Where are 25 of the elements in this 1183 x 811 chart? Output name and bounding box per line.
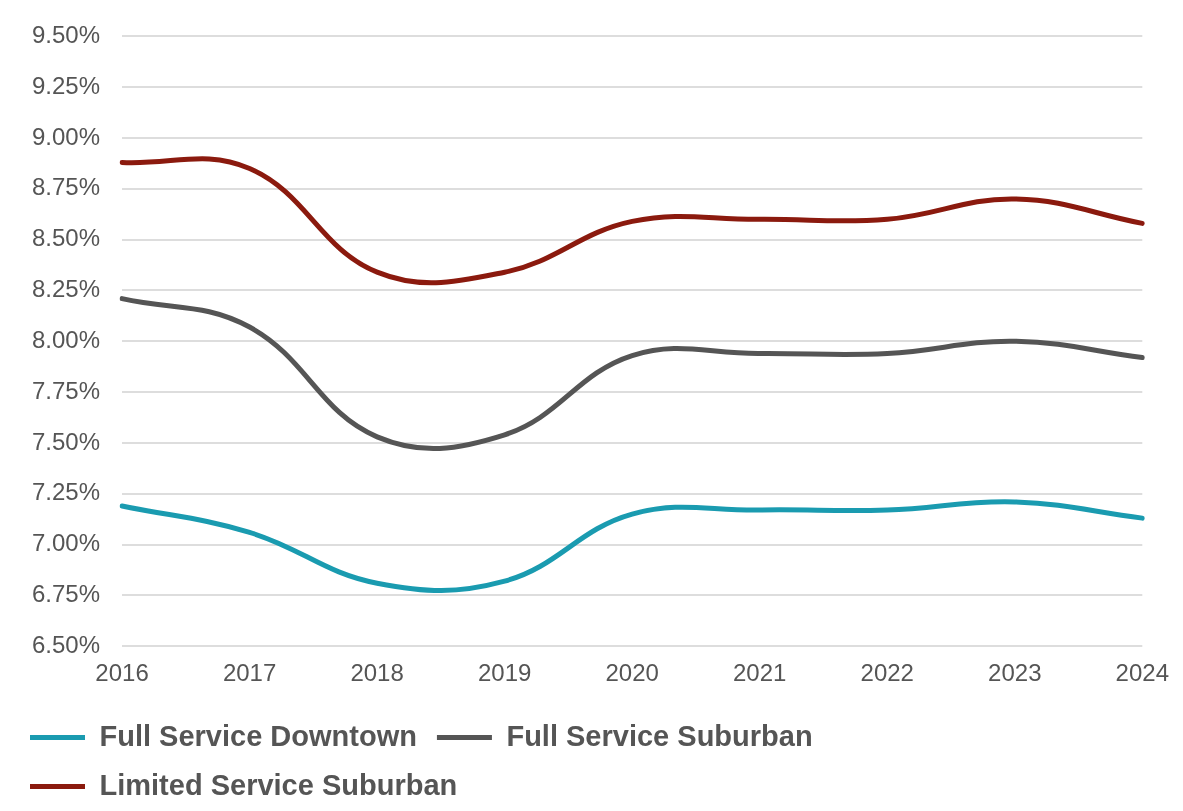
y-tick-label: 7.75% — [31, 376, 101, 404]
y-tick-label: 7.25% — [31, 478, 101, 506]
x-tick-label: 2017 — [222, 659, 277, 687]
x-tick-label: 2019 — [477, 659, 532, 687]
y-tick-label: 8.00% — [31, 325, 101, 353]
y-tick-label: 9.25% — [31, 71, 101, 99]
legend-label: Full Service Suburban — [506, 719, 813, 752]
y-tick-label: 6.75% — [31, 580, 101, 608]
x-tick-label: 2020 — [605, 659, 659, 687]
x-tick-label: 2018 — [350, 659, 404, 687]
x-tick-label: 2023 — [988, 659, 1042, 687]
x-tick-label: 2024 — [1115, 659, 1169, 687]
x-tick-label: 2021 — [733, 659, 787, 687]
y-tick-label: 7.00% — [31, 529, 101, 557]
y-tick-label: 8.75% — [31, 173, 101, 201]
x-tick-label: 2022 — [860, 659, 914, 687]
y-tick-label: 9.00% — [31, 122, 101, 150]
y-tick-label: 8.50% — [31, 224, 101, 252]
legend-label: Limited Service Suburban — [99, 768, 458, 801]
y-tick-label: 9.50% — [31, 21, 101, 49]
legend-label: Full Service Downtown — [99, 719, 417, 752]
x-tick-label: 2016 — [95, 659, 149, 687]
y-tick-label: 6.50% — [31, 630, 101, 658]
y-tick-label: 7.50% — [31, 427, 101, 455]
y-tick-label: 8.25% — [31, 275, 101, 303]
